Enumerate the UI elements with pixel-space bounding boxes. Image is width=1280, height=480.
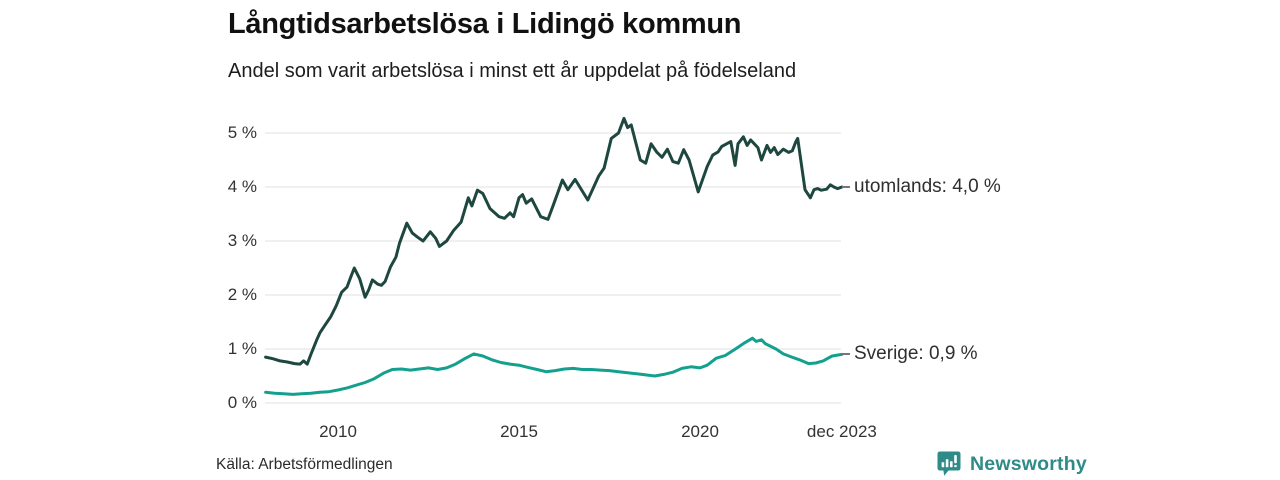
newsworthy-brand: Newsworthy <box>936 450 1087 478</box>
label-connector-icon <box>842 353 850 356</box>
x-tick-label: dec 2023 <box>806 422 877 441</box>
brand-name: Newsworthy <box>970 452 1087 475</box>
series-label-utomlands-text: utomlands: 4,0 % <box>854 176 1001 197</box>
series-line-utomlands <box>264 116 844 366</box>
series-label-utomlands: utomlands: 4,0 % <box>842 174 1001 200</box>
series-label-sverige-text: Sverige: 0,9 % <box>854 343 978 365</box>
x-tick-label: 2015 <box>500 422 538 441</box>
x-tick-label: 2020 <box>681 422 719 441</box>
newsworthy-logo-icon <box>937 451 961 476</box>
source-note: Källa: Arbetsförmedlingen <box>216 456 393 473</box>
y-tick-label: 3 % <box>227 231 257 250</box>
series-line-sverige <box>264 336 844 396</box>
y-tick-label: 0 % <box>227 393 257 412</box>
page-subtitle: Andel som varit arbetslösa i minst ett å… <box>228 60 797 82</box>
y-tick-label: 2 % <box>227 285 257 304</box>
y-tick-label: 1 % <box>227 339 257 358</box>
page-title: Långtidsarbetslösa i Lidingö kommun <box>228 8 742 40</box>
y-tick-label: 5 % <box>227 123 257 142</box>
x-tick-label: 2010 <box>319 422 357 441</box>
series-label-sverige: Sverige: 0,9 % <box>842 341 978 367</box>
label-connector-icon <box>842 186 850 188</box>
y-tick-label: 4 % <box>227 177 257 196</box>
